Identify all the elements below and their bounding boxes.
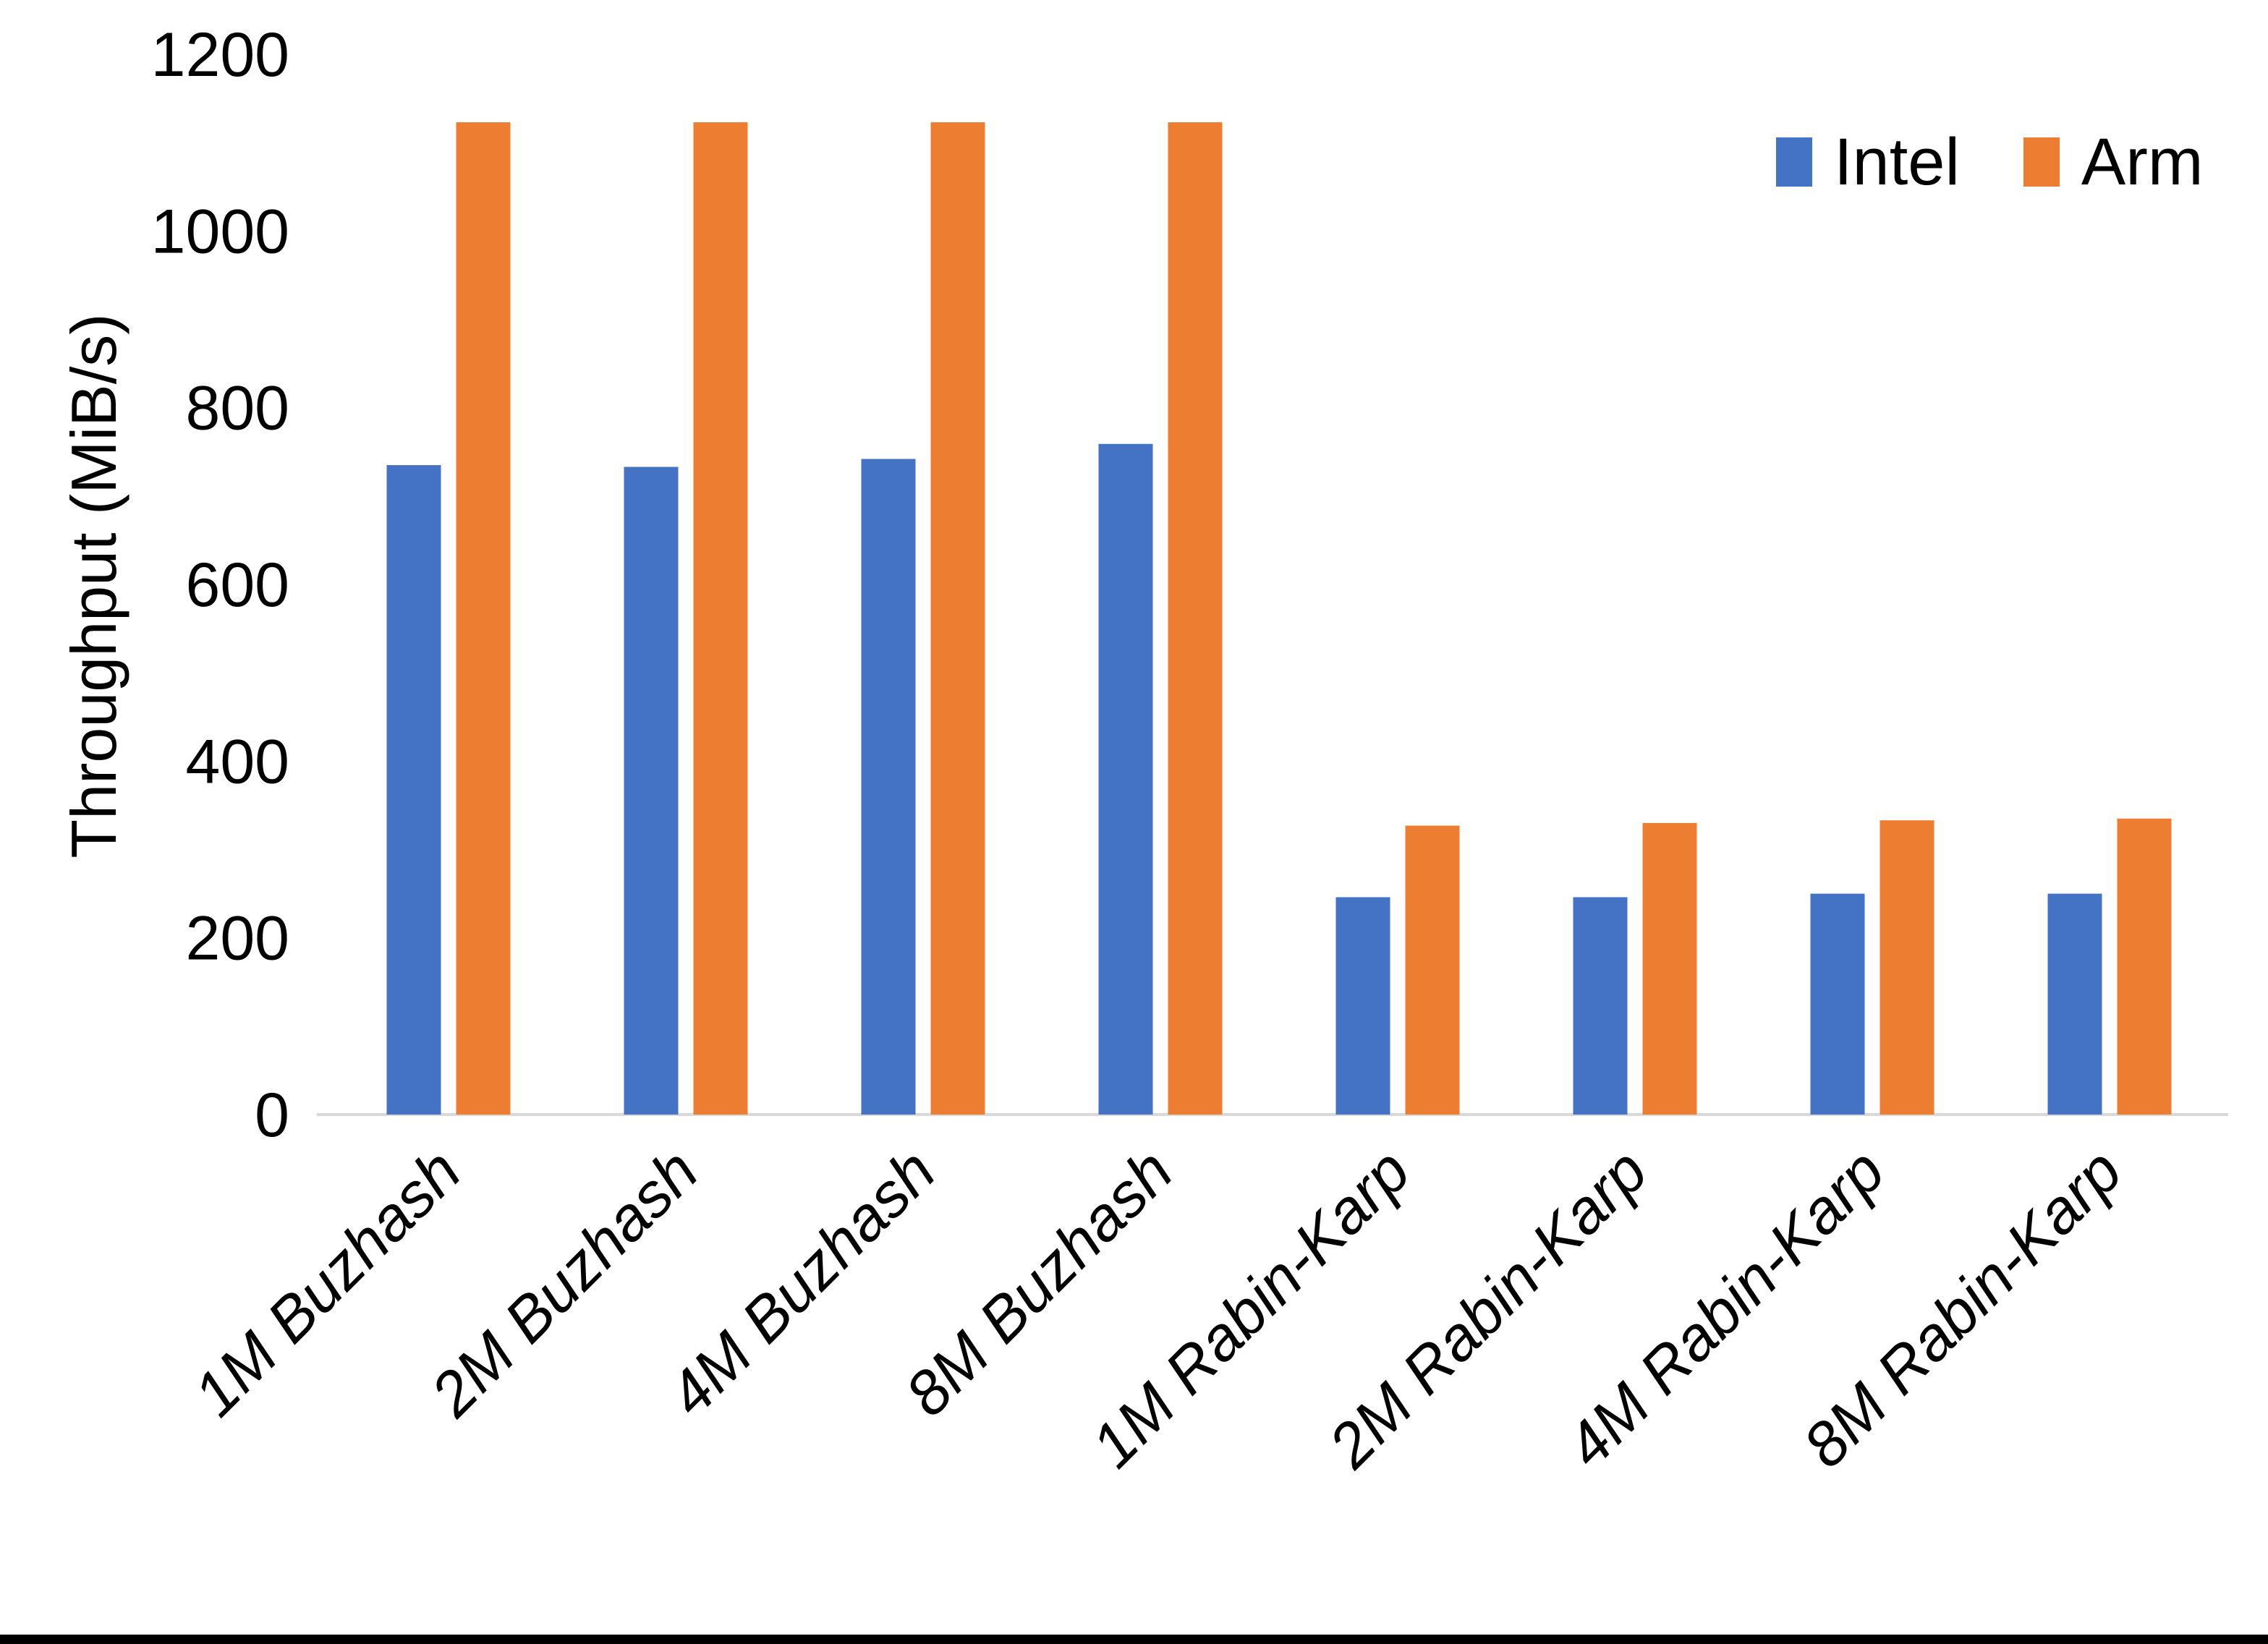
y-tick-label: 600 — [186, 550, 290, 620]
bar-arm-1 — [693, 122, 748, 1115]
y-tick-label: 400 — [186, 727, 290, 796]
legend-label-intel: Intel — [1834, 125, 1960, 199]
y-tick-label: 0 — [255, 1081, 289, 1150]
bar-arm-6 — [1880, 820, 1934, 1115]
intel-swatch-icon — [1776, 137, 1812, 187]
y-tick-label: 1200 — [151, 20, 289, 90]
bar-arm-3 — [1168, 122, 1223, 1115]
y-tick-label: 800 — [186, 374, 290, 443]
legend-label-arm: Arm — [2081, 125, 2204, 199]
bar-arm-2 — [930, 122, 985, 1115]
bar-intel-1 — [624, 467, 679, 1115]
legend-item-arm: Arm — [2023, 129, 2204, 195]
y-axis-title: Throughput (MiB/s) — [58, 313, 129, 859]
bottom-border — [0, 1635, 2268, 1644]
bar-intel-0 — [386, 465, 441, 1115]
bar-intel-2 — [861, 459, 916, 1115]
bar-arm-0 — [456, 122, 511, 1115]
bar-arm-7 — [2117, 818, 2172, 1115]
y-tick-label: 200 — [186, 904, 290, 974]
bar-intel-5 — [1573, 897, 1628, 1115]
bar-intel-6 — [1810, 893, 1865, 1115]
arm-swatch-icon — [2023, 137, 2060, 187]
legend-item-intel: Intel — [1776, 129, 1960, 195]
bar-arm-4 — [1405, 825, 1460, 1115]
bar-intel-3 — [1098, 443, 1153, 1115]
bar-intel-4 — [1335, 897, 1390, 1115]
bar-arm-5 — [1642, 822, 1697, 1115]
legend: Intel Arm — [1776, 129, 2204, 195]
y-tick-label: 1000 — [151, 197, 289, 266]
bar-intel-7 — [2047, 893, 2102, 1115]
